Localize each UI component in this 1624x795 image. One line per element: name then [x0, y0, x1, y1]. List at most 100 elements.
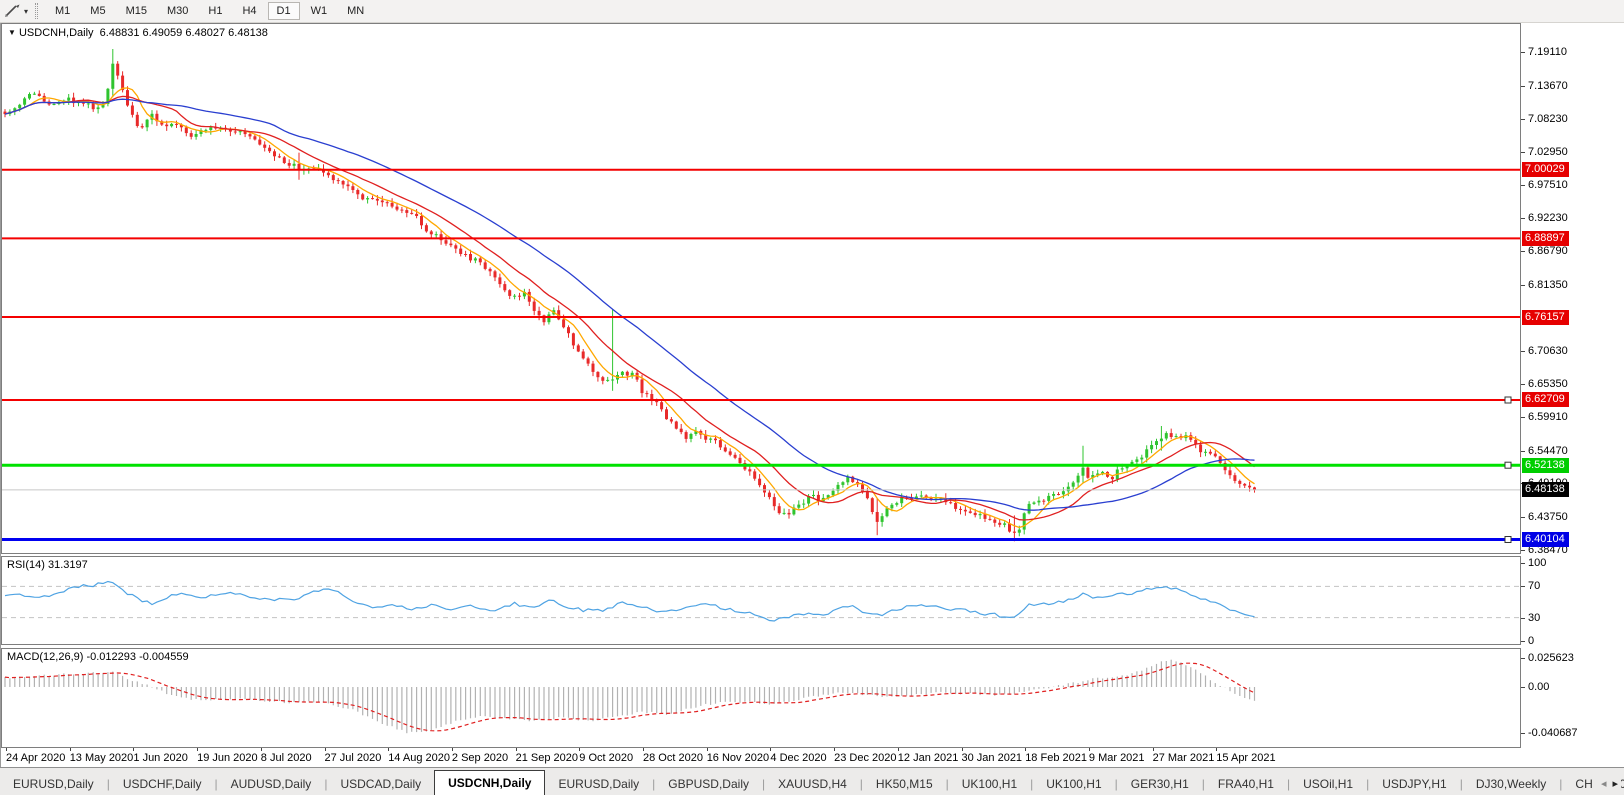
- timeframe-button-mn[interactable]: MN: [347, 5, 365, 17]
- toolbar-grip[interactable]: [35, 3, 39, 19]
- price-tick-mark: [1521, 516, 1525, 518]
- date-tick-mark: [1216, 748, 1218, 751]
- price-tick-label: 6.97510: [1528, 179, 1568, 192]
- chart-tab-usdcad-daily[interactable]: USDCAD,Daily: [340, 777, 422, 791]
- line-studies-icon[interactable]: [3, 3, 23, 19]
- chart-tab-audusd-daily[interactable]: AUDUSD,Daily: [230, 777, 312, 791]
- macd-scale-label: 0.00: [1528, 681, 1550, 693]
- date-tick-label: 15 Apr 2021: [1216, 752, 1276, 764]
- tab-separator: |: [945, 777, 949, 791]
- price-tick-label: 6.65350: [1528, 377, 1568, 390]
- chart-tab-uk100-h1[interactable]: UK100,H1: [961, 777, 1018, 791]
- scroll-right-icon[interactable]: ▸: [1612, 778, 1618, 790]
- price-axis[interactable]: 7.19110 7.13670 7.08230 7.02950 6.97510 6.922…: [1521, 23, 1623, 748]
- tab-scroll-buttons: ◂ ▸: [1591, 777, 1621, 790]
- candlestick-canvas[interactable]: [2, 24, 1520, 553]
- price-tick-mark: [1521, 119, 1525, 121]
- rsi-indicator-pane[interactable]: RSI(14) 31.3197: [1, 556, 1521, 645]
- price-tick-label: 6.43750: [1528, 510, 1568, 523]
- chart-tab-usdcnh-daily[interactable]: USDCNH,Daily: [434, 770, 546, 795]
- timeframe-button-h1[interactable]: H1: [208, 5, 223, 17]
- macd-scale-label: 0.025623: [1528, 651, 1574, 664]
- price-tick-label: 7.02950: [1528, 145, 1568, 158]
- tab-separator: |: [214, 777, 218, 791]
- rsi-scale-label: 70: [1528, 580, 1541, 593]
- macd-canvas[interactable]: [2, 649, 1520, 747]
- scroll-left-icon[interactable]: ◂: [1600, 778, 1607, 790]
- chart-tab-eurusd-daily[interactable]: EURUSD,Daily: [558, 777, 640, 791]
- chart-tab-usoil-h1[interactable]: USOil,H1: [1303, 777, 1354, 791]
- price-tick-label: 7.19110: [1528, 46, 1567, 58]
- chart-tab-ger30-h1[interactable]: GER30,H1: [1130, 777, 1189, 791]
- chart-tab-dj30-weekly[interactable]: DJ30,Weekly: [1475, 777, 1547, 791]
- date-tick-mark: [515, 748, 517, 751]
- date-tick-label: 18 Feb 2021: [1025, 752, 1087, 764]
- price-tick-label: 6.92230: [1528, 211, 1568, 224]
- date-tick-label: 24 Apr 2020: [6, 752, 66, 764]
- hline-price-label: 6.88897: [1522, 230, 1569, 246]
- date-tick-label: 9 Oct 2020: [579, 752, 634, 764]
- date-axis[interactable]: 24 Apr 2020 13 May 2020 1 Jun 2020 19 Jun 2…: [1, 748, 1521, 767]
- rsi-tick-mark: [1521, 586, 1525, 588]
- date-tick-mark: [69, 748, 71, 751]
- price-tick-mark: [1521, 185, 1525, 187]
- chart-tab-xauusd-h4[interactable]: XAUUSD,H4: [778, 777, 847, 791]
- date-tick-label: 2 Sep 2020: [451, 752, 509, 764]
- price-tick-mark: [1521, 217, 1525, 219]
- date-tick-label: 27 Jul 2020: [324, 752, 382, 764]
- date-tick-mark: [579, 748, 581, 751]
- date-tick-mark: [388, 748, 390, 751]
- tab-separator: |: [1559, 777, 1563, 791]
- tab-separator: |: [106, 777, 110, 791]
- ohlc-high: 6.49059: [142, 27, 183, 39]
- price-tick-label: 6.86790: [1528, 245, 1568, 258]
- timeframe-button-m15[interactable]: M15: [125, 5, 147, 17]
- tab-separator: |: [761, 777, 766, 791]
- tab-separator: |: [1114, 777, 1118, 791]
- macd-indicator-pane[interactable]: MACD(12,26,9) -0.012293 -0.004559: [1, 648, 1521, 748]
- chart-tab-eurusd-daily[interactable]: EURUSD,Daily: [13, 777, 94, 791]
- date-tick-mark: [770, 748, 772, 751]
- chart-tab-hk50-m15[interactable]: HK50,M15: [875, 777, 933, 791]
- chart-tab-gbpusd-daily[interactable]: GBPUSD,Daily: [668, 777, 749, 791]
- tab-separator: |: [1286, 777, 1291, 791]
- rsi-canvas[interactable]: [2, 557, 1520, 644]
- date-tick-mark: [897, 748, 899, 751]
- collapse-triangle-icon[interactable]: ▼: [8, 28, 16, 37]
- ohlc-open: 6.48831: [99, 27, 140, 39]
- chart-tab-usdchf-daily[interactable]: USDCHF,Daily: [122, 777, 202, 791]
- macd-scale-label: -0.040687: [1528, 727, 1578, 740]
- price-tick-mark: [1521, 351, 1525, 353]
- rsi-tick-mark: [1521, 641, 1525, 642]
- timeframe-button-m1[interactable]: M1: [55, 5, 71, 17]
- price-tick-mark: [1521, 251, 1525, 253]
- rsi-tick-mark: [1521, 617, 1525, 619]
- timeframe-button-d1[interactable]: D1: [267, 2, 300, 20]
- chevron-down-icon[interactable]: ▾: [24, 6, 29, 16]
- price-tick-mark: [1521, 549, 1525, 551]
- price-tick-label: 7.13670: [1528, 79, 1568, 92]
- date-tick-label: 28 Oct 2020: [643, 752, 703, 764]
- date-tick-label: 13 May 2020: [69, 752, 134, 764]
- price-tick-mark: [1521, 52, 1525, 53]
- timeframe-button-group: M1 M5 M15 M30 H1 H4 D1 W1 MN: [45, 2, 374, 20]
- price-tick-label: 6.59910: [1528, 411, 1568, 424]
- rsi-scale-label: 0: [1528, 635, 1535, 647]
- timeframe-button-w1[interactable]: W1: [310, 5, 328, 17]
- date-tick-mark: [1088, 748, 1090, 751]
- current-price-label: 6.48138: [1522, 482, 1569, 498]
- chart-toolbar: ▾ M1 M5 M15 M30 H1 H4 D1 W1 MN: [0, 0, 1624, 23]
- price-tick-label: 6.70630: [1528, 345, 1568, 358]
- date-tick-mark: [451, 748, 453, 751]
- timeframe-button-m5[interactable]: M5: [90, 5, 106, 17]
- timeframe-button-h4[interactable]: H4: [242, 5, 257, 17]
- tab-separator: |: [324, 777, 328, 791]
- timeframe-button-m30[interactable]: M30: [166, 5, 189, 17]
- date-tick-label: 8 Jul 2020: [260, 752, 312, 764]
- rsi-scale-label: 30: [1528, 611, 1541, 624]
- chart-tab-fra40-h1[interactable]: FRA40,H1: [1217, 777, 1274, 791]
- chart-tab-uk100-h1[interactable]: UK100,H1: [1046, 777, 1102, 791]
- chart-tab-usdjpy-h1[interactable]: USDJPY,H1: [1382, 777, 1447, 791]
- date-tick-mark: [961, 748, 963, 751]
- price-chart-pane[interactable]: ▼ USDCNH,Daily 6.48831 6.49059 6.48027 6…: [1, 23, 1521, 554]
